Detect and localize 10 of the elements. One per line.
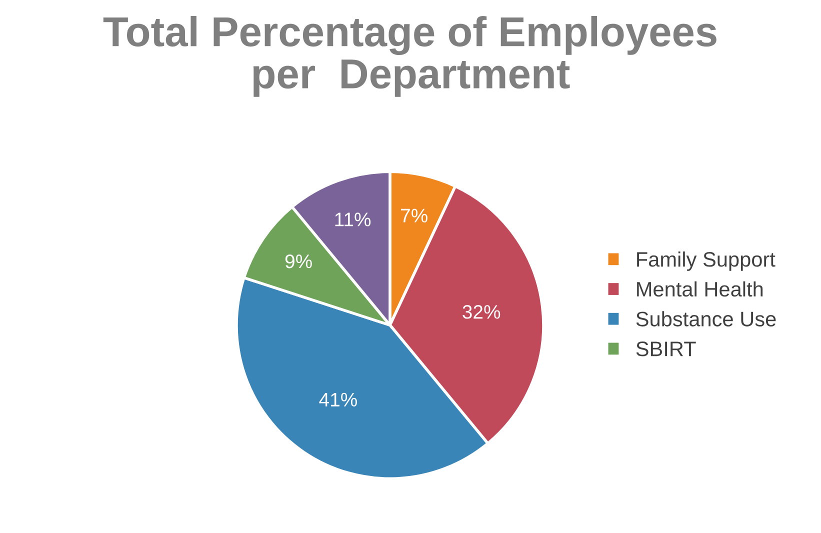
data-label: 7%: [401, 208, 428, 222]
legend-label: Mental Health: [637, 281, 763, 297]
data-label: 41%: [319, 392, 357, 406]
data-label: 11%: [335, 212, 371, 226]
legend-label: Family Support: [637, 251, 776, 271]
legend-label: SBIRT: [636, 342, 696, 356]
chart-title: Total Percentage of Employees per Department: [103, 16, 716, 97]
data-label: 9%: [285, 254, 312, 268]
data-label: 32%: [462, 305, 500, 319]
legend-label: Substance Use: [636, 311, 776, 326]
